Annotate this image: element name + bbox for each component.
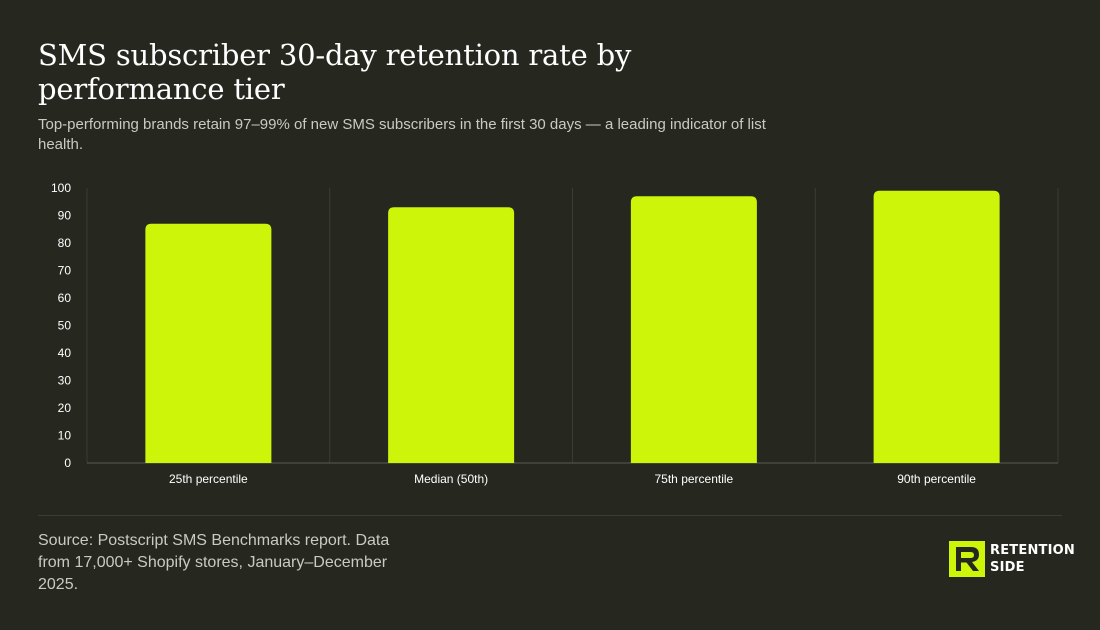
brand-wordmark: RETENTION SIDE (990, 542, 1075, 576)
x-tick-label: 90th percentile (897, 472, 976, 486)
bar (630, 196, 757, 463)
y-tick-label: 20 (58, 401, 72, 415)
y-tick-label: 10 (58, 429, 72, 443)
y-tick-label: 30 (58, 374, 72, 388)
footer-divider (38, 515, 1062, 516)
y-tick-label: 100 (51, 181, 71, 195)
brand-line-2: SIDE (990, 560, 1025, 575)
bar (388, 207, 515, 463)
bar (873, 190, 1000, 463)
y-tick-label: 60 (58, 291, 72, 305)
chart-title: SMS subscriber 30-day retention rate by … (38, 38, 632, 106)
y-tick-label: 90 (58, 209, 72, 223)
brand-logo: RETENTION SIDE (949, 541, 1075, 577)
x-tick-label: 75th percentile (655, 472, 734, 486)
y-tick-label: 0 (64, 456, 71, 470)
retention-side-logo-icon (949, 541, 985, 577)
y-tick-label: 40 (58, 346, 72, 360)
x-tick-label: 25th percentile (169, 472, 248, 486)
y-tick-label: 80 (58, 236, 72, 250)
source-note: Source: Postscript SMS Benchmarks report… (38, 532, 390, 593)
y-tick-label: 70 (58, 264, 72, 278)
y-tick-label: 50 (58, 319, 72, 333)
bar (145, 223, 272, 463)
x-tick-label: Median (50th) (414, 472, 488, 486)
brand-line-1: RETENTION (990, 543, 1075, 558)
bar-chart: 0 10 20 30 40 50 60 70 80 90 100 25th percentile Med… (51, 181, 1059, 486)
chart-subtitle: Top-performing brands retain 97–99% of n… (38, 116, 766, 153)
